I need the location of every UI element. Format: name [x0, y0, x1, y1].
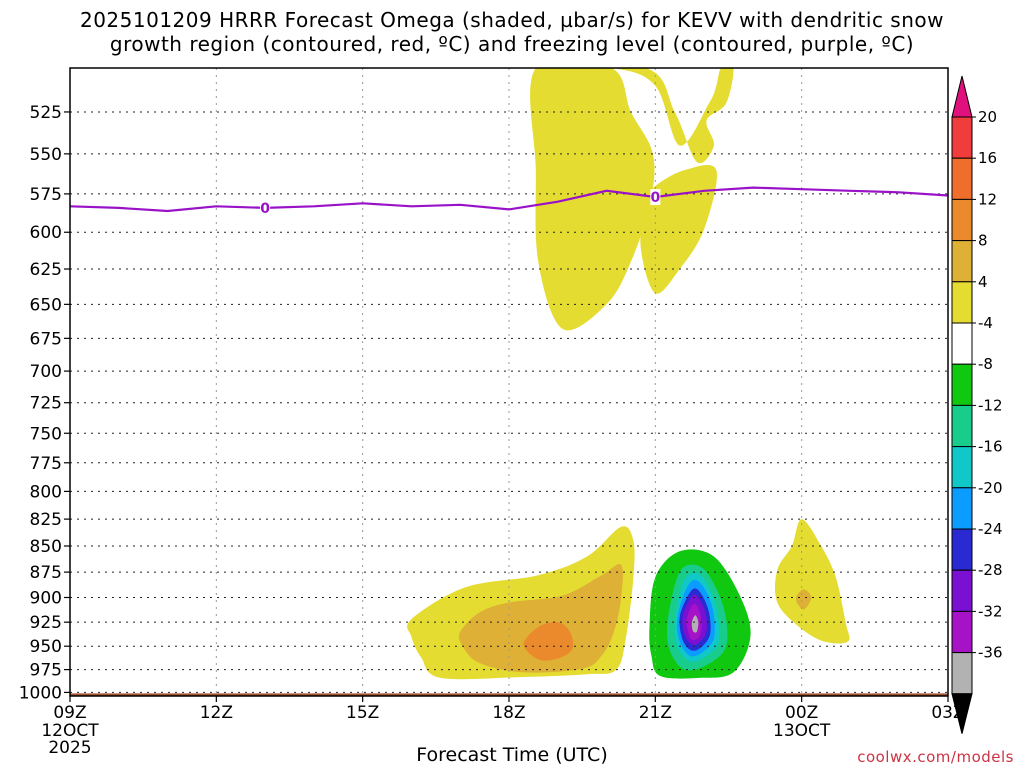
- y-tick-label: 800: [30, 482, 62, 502]
- x-tick-label: 09Z: [53, 703, 86, 723]
- y-tick-label: 550: [30, 145, 62, 165]
- y-tick-label: 925: [30, 613, 62, 633]
- y-tick-label: 750: [30, 424, 62, 444]
- chart-title: 2025101209 HRRR Forecast Omega (shaded, …: [0, 8, 1024, 56]
- y-tick-label: 525: [30, 103, 62, 123]
- y-tick-label: 1000: [19, 683, 62, 703]
- colorbar-segment: [951, 116, 973, 159]
- y-tick-label: 900: [30, 588, 62, 608]
- colorbar-label: -32: [978, 602, 1003, 620]
- y-tick-label: 950: [30, 637, 62, 657]
- y-tick-label: 875: [30, 563, 62, 583]
- colorbar-label: -28: [978, 561, 1003, 579]
- x-tick-label: 18Z: [492, 703, 525, 723]
- colorbar-bottom-arrow: [951, 693, 973, 734]
- y-tick-label: 700: [30, 362, 62, 382]
- omega-region-2: [530, 68, 655, 331]
- x-tick-label: 15Z: [346, 703, 379, 723]
- y-tick-label: 675: [30, 329, 62, 349]
- colorbar-label: -20: [978, 479, 1003, 497]
- y-tick-label: 600: [30, 223, 62, 243]
- colorbar-label: 20: [978, 108, 997, 126]
- colorbar-label: -24: [978, 520, 1003, 538]
- colorbar-segment: [951, 487, 973, 530]
- colorbar-label: 12: [978, 190, 997, 208]
- x-tick-sublabel: 2025: [48, 738, 91, 758]
- y-tick-label: 625: [30, 260, 62, 280]
- colorbar-label: -16: [978, 438, 1003, 456]
- colorbar-segment: [951, 652, 973, 695]
- y-tick-label: 775: [30, 454, 62, 474]
- colorbar-segment: [951, 157, 973, 200]
- x-axis-label: Forecast Time (UTC): [416, 744, 608, 766]
- omega-region-7: [774, 519, 850, 644]
- freezing-level-label: 0: [650, 190, 660, 206]
- colorbar-label: -8: [978, 355, 993, 373]
- y-tick-label: 650: [30, 295, 62, 315]
- colorbar-segment: [951, 322, 973, 365]
- x-tick-label: 00Z: [785, 703, 818, 723]
- y-tick-label: 825: [30, 510, 62, 530]
- x-tick-label: 21Z: [639, 703, 672, 723]
- omega-region-16: [691, 615, 699, 633]
- omega-region-8: [795, 589, 812, 610]
- colorbar-segment: [951, 281, 973, 324]
- freezing-label-bg: [650, 189, 661, 206]
- omega-region-1: [535, 68, 734, 164]
- colorbar-segment: [951, 528, 973, 571]
- x-tick-label: 12Z: [200, 703, 233, 723]
- x-tick-sublabel: 13OCT: [773, 721, 831, 741]
- colorbar-segment: [951, 404, 973, 448]
- chart-title-line-1: 2025101209 HRRR Forecast Omega (shaded, …: [79, 8, 944, 32]
- colorbar-segment: [951, 363, 973, 406]
- y-tick-label: 725: [30, 394, 62, 414]
- colorbar-label: 8: [978, 232, 988, 250]
- omega-region-5: [458, 564, 623, 673]
- colorbar-label: 16: [978, 149, 997, 167]
- x-tick-sublabel: 12OCT: [41, 721, 99, 741]
- source-credit[interactable]: coolwx.com/models: [857, 748, 1014, 766]
- colorbar-label: 4: [978, 273, 988, 291]
- freezing-level-line: [70, 186, 948, 213]
- freezing-label-bg: [260, 199, 271, 216]
- colorbar-segment: [951, 610, 973, 654]
- colorbar-label: -4: [978, 314, 993, 332]
- surface-band: [70, 693, 948, 696]
- omega-shading: [407, 68, 850, 680]
- freezing-level-label: 0: [260, 201, 270, 217]
- y-tick-label: 850: [30, 537, 62, 557]
- chart-title-line-2: growth region (contoured, red, ºC) and f…: [109, 32, 915, 56]
- colorbar-segment: [951, 446, 973, 489]
- colorbar-segment: [951, 569, 973, 612]
- y-tick-label: 575: [30, 185, 62, 205]
- colorbar-top-arrow: [951, 75, 973, 118]
- colorbar-label: -12: [978, 396, 1003, 414]
- y-tick-label: 975: [30, 661, 62, 681]
- colorbar-segment: [951, 198, 973, 242]
- colorbar-segment: [951, 240, 973, 283]
- colorbar-label: -36: [978, 644, 1003, 662]
- omega-region-6: [523, 622, 574, 661]
